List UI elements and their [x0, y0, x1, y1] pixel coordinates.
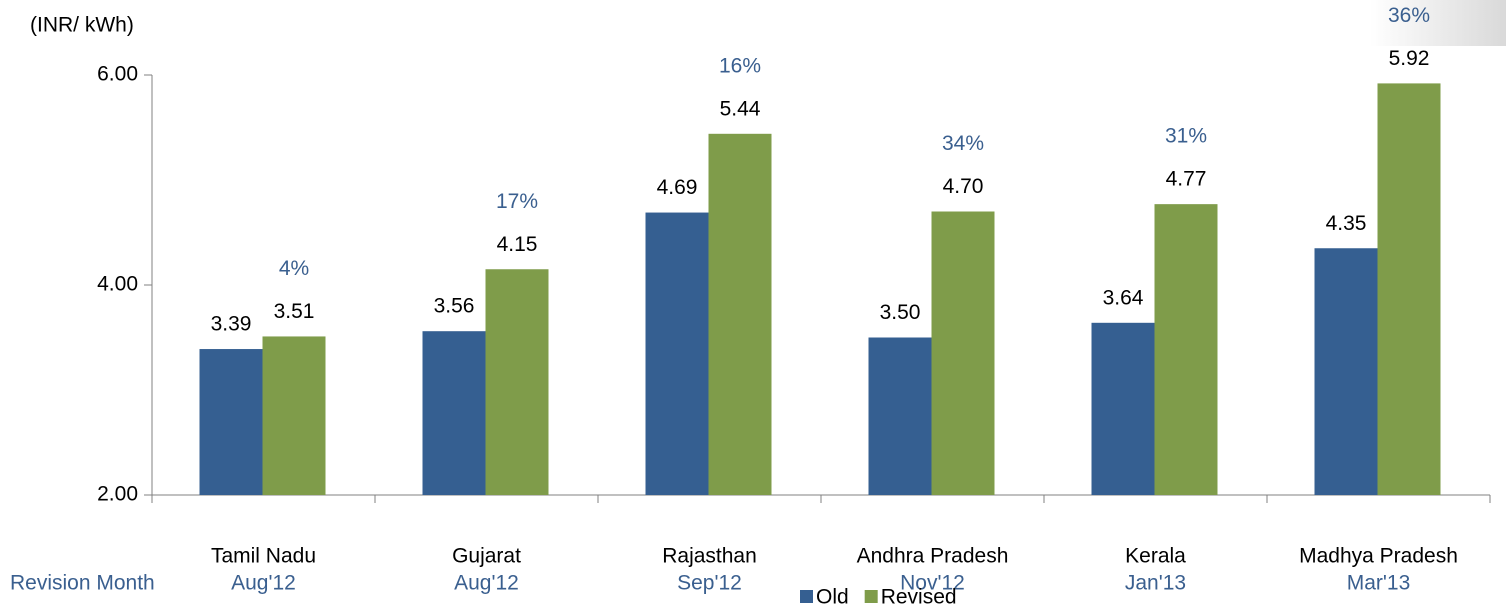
revision-month: Mar'13 [1347, 572, 1411, 595]
bar [868, 337, 932, 495]
x-tick-label: Rajasthan [662, 545, 757, 568]
revision-month: Aug'12 [454, 572, 519, 595]
x-tick-label: Andhra Pradesh [857, 545, 1009, 568]
y-tick-label: 4.00 [97, 273, 138, 296]
y-axis-unit: (INR/ kWh) [30, 14, 134, 37]
value-label: 3.51 [274, 300, 315, 323]
y-tick-label: 6.00 [97, 63, 138, 86]
bar [485, 269, 549, 495]
corner-decoration [1370, 0, 1506, 46]
change-annotation: 34% [942, 132, 984, 155]
bar [645, 212, 709, 496]
value-label: 3.64 [1103, 286, 1144, 309]
bar [1314, 248, 1378, 495]
revision-month: Jan'13 [1125, 572, 1186, 595]
x-tick-label: Madhya Pradesh [1299, 545, 1458, 568]
legend-swatch [864, 590, 878, 603]
change-annotation: 4% [279, 257, 309, 280]
value-label: 3.56 [434, 295, 475, 318]
value-label: 4.15 [497, 233, 538, 256]
bar [1091, 322, 1155, 495]
bar [1377, 83, 1441, 496]
revision-month: Nov'12 [900, 572, 965, 595]
bar [708, 133, 772, 496]
y-tick-label: 2.00 [97, 483, 138, 506]
value-label: 5.92 [1389, 47, 1430, 70]
legend-swatch [800, 590, 813, 603]
bar [199, 349, 263, 495]
bar [1154, 204, 1218, 495]
revision-month: Sep'12 [677, 572, 742, 595]
value-label: 4.35 [1326, 212, 1367, 235]
change-annotation: 31% [1165, 125, 1207, 148]
x-tick-label: Gujarat [452, 545, 521, 568]
change-annotation: 36% [1388, 4, 1430, 27]
change-annotation: 16% [719, 54, 761, 77]
change-annotation: 17% [496, 190, 538, 213]
revision-label: Revision Month [10, 572, 155, 595]
revision-month: Aug'12 [231, 572, 296, 595]
bar [262, 336, 326, 495]
bar [931, 211, 995, 495]
value-label: 3.50 [880, 301, 921, 324]
value-label: 4.69 [657, 176, 698, 199]
legend-label: Revised [881, 586, 957, 609]
bar [422, 331, 486, 495]
x-tick-label: Tamil Nadu [211, 545, 316, 568]
value-label: 3.39 [211, 313, 252, 336]
value-label: 5.44 [720, 97, 761, 120]
x-tick-label: Kerala [1125, 545, 1186, 568]
value-label: 4.70 [943, 175, 984, 198]
legend-label: Old [816, 586, 849, 609]
value-label: 4.77 [1166, 168, 1207, 191]
